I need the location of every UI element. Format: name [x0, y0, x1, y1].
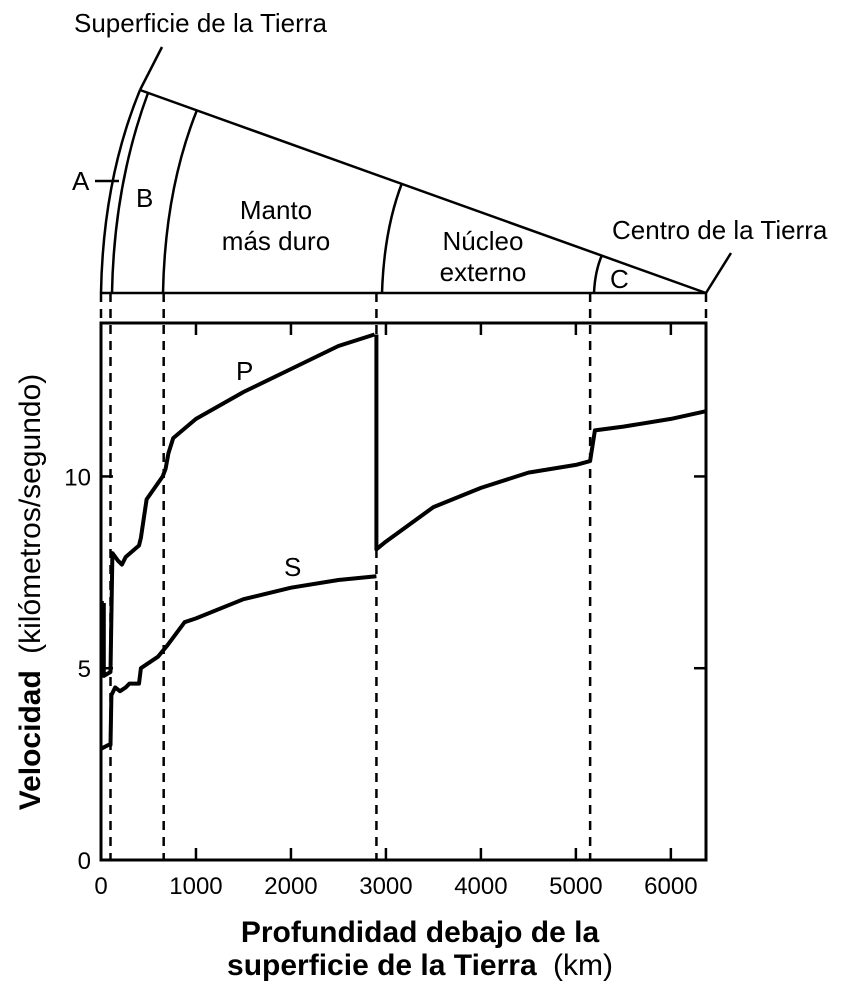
series-s-segment-1	[100, 574, 377, 751]
y-axis-title-rest: (kilómetros/segundo)	[14, 374, 47, 654]
x-tick-label-2000: 2000	[264, 873, 317, 900]
mantle-label-line1: Manto	[240, 195, 312, 225]
center-label: Centro de la Tierra	[612, 215, 828, 245]
y-axis-title-bold: Velocidad	[14, 670, 47, 810]
boundary-arc-inner-core	[592, 254, 604, 294]
boundary-arc-core-mantle	[380, 182, 404, 294]
x-axis-unit: (km)	[553, 949, 613, 982]
x-tick-label-3000: 3000	[359, 873, 412, 900]
wedge-surface-arc	[99, 89, 142, 294]
series-p-segment-3	[374, 334, 707, 552]
x-axis-title-bold: superficie de la Tierra	[227, 949, 537, 982]
series-p-segment-2	[101, 332, 376, 678]
y-tick-label-0: 0	[78, 848, 91, 875]
surface-leader-line	[138, 46, 164, 91]
x-tick-label-5000: 5000	[549, 873, 602, 900]
boundary-dashes	[99, 293, 708, 860]
x-axis-title-line1: Profundidad debajo de la	[241, 916, 600, 949]
series-label-p: P	[236, 356, 253, 386]
boundary-arc-upper-mantle	[161, 109, 199, 294]
outer-core-label-line1: Núcleo	[443, 226, 524, 256]
x-tick-label-4000: 4000	[454, 873, 507, 900]
plot-frame	[99, 321, 708, 862]
surface-label: Superficie de la Tierra	[74, 8, 327, 38]
axis-ticks: 0 1000 2000 3000 4000 5000 6000 0 5 10	[64, 323, 706, 900]
series-label-s: S	[284, 552, 301, 582]
y-axis-title: Velocidad (kilómetros/segundo)	[14, 374, 47, 811]
layer-c-label: C	[610, 264, 629, 294]
y-tick-label-10: 10	[64, 464, 91, 491]
mantle-label-line2: más duro	[222, 226, 330, 256]
x-tick-label-1000: 1000	[169, 873, 222, 900]
layer-a-label: A	[72, 166, 90, 196]
wedge-top-edge	[139, 88, 707, 295]
earth-wedge-diagram: Superficie de la Tierra Centro de la Tie…	[72, 8, 828, 295]
x-axis-title-line2: superficie de la Tierra (km)	[227, 949, 613, 982]
center-leader-line	[704, 252, 733, 294]
boundary-arc-crust	[110, 92, 150, 294]
velocity-chart: 0 1000 2000 3000 4000 5000 6000 0 5 10 P S Profun…	[14, 293, 708, 982]
layer-b-label: B	[136, 183, 153, 213]
outer-core-label-line2: externo	[440, 257, 527, 287]
y-tick-label-5: 5	[78, 656, 91, 683]
x-tick-label-6000: 6000	[644, 873, 697, 900]
x-tick-label-0: 0	[94, 873, 107, 900]
velocity-series	[99, 332, 707, 751]
